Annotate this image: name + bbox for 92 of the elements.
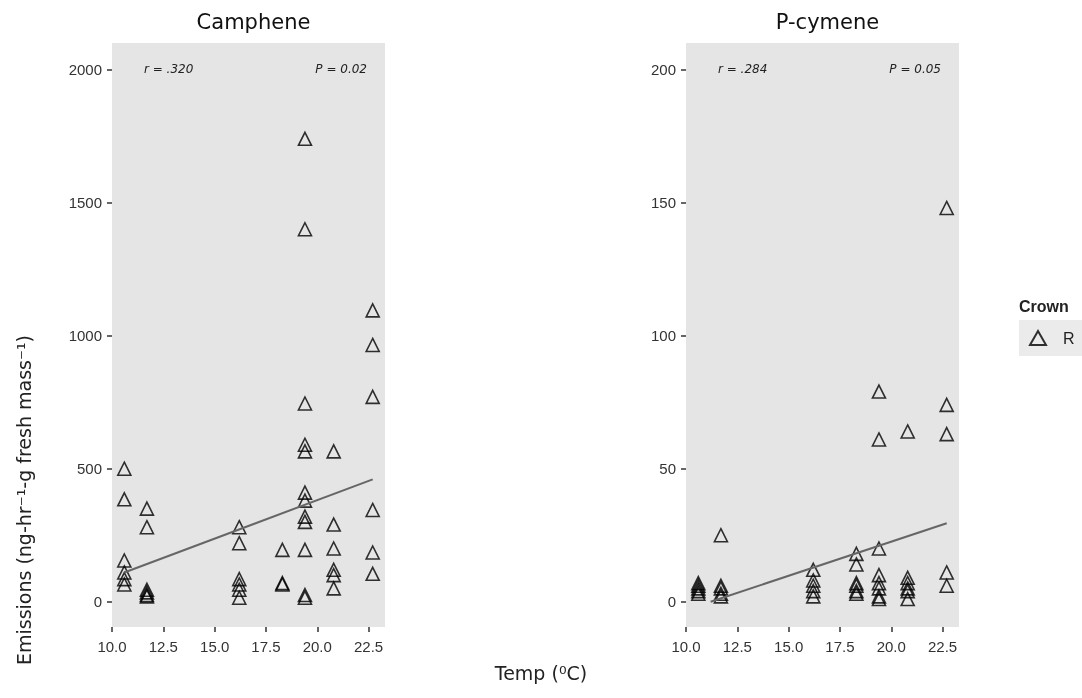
point — [231, 535, 247, 551]
point — [297, 485, 313, 500]
chart-title: P-cymene — [775, 9, 880, 34]
point — [231, 571, 247, 587]
point — [117, 571, 132, 587]
point — [365, 337, 380, 353]
point — [871, 575, 887, 591]
point — [297, 396, 313, 411]
point — [117, 565, 132, 580]
point — [326, 567, 341, 583]
x-tick-label: 10.0 — [97, 638, 127, 655]
annotation: r = .284 — [718, 62, 768, 76]
x-tick-label: 17.5 — [825, 638, 855, 655]
y-tick-label: 1000 — [68, 327, 102, 345]
point — [939, 200, 954, 216]
y-tick-label: 500 — [76, 460, 102, 478]
point — [139, 519, 155, 535]
point — [117, 577, 132, 592]
x-tick-label: 12.5 — [722, 638, 752, 655]
point — [117, 491, 132, 507]
point — [900, 424, 915, 439]
x-tick-label: 20.0 — [876, 638, 906, 655]
annotation: r = .320 — [144, 62, 194, 76]
point — [297, 542, 313, 558]
point — [939, 578, 954, 594]
point — [849, 546, 864, 562]
x-tick-label: 10.0 — [671, 638, 701, 655]
point — [805, 578, 821, 594]
point — [297, 437, 313, 453]
point — [871, 384, 887, 399]
point — [326, 541, 341, 556]
point — [117, 553, 132, 568]
point — [365, 545, 380, 560]
x-axis-title: Temp (⁰C) — [494, 662, 588, 684]
point — [900, 570, 915, 586]
point — [231, 577, 247, 592]
point — [326, 444, 341, 459]
y-axis-title: Emissions (ng-hr⁻¹-g fresh mass⁻¹) — [12, 335, 35, 666]
point — [871, 581, 887, 596]
point — [297, 514, 313, 530]
point — [365, 389, 380, 405]
y-tick-label: 50 — [659, 460, 676, 478]
point — [805, 562, 821, 578]
y-tick-label: 200 — [650, 61, 676, 79]
point — [871, 432, 887, 447]
point — [805, 589, 821, 604]
point — [297, 509, 313, 524]
x-tick-label: 22.5 — [927, 638, 958, 655]
point — [939, 426, 954, 442]
point — [275, 542, 290, 558]
point — [939, 397, 954, 413]
chart-title: Camphene — [196, 9, 311, 34]
point — [900, 575, 915, 591]
point — [805, 583, 821, 599]
point — [871, 541, 887, 556]
y-tick-label: 0 — [667, 593, 676, 611]
point — [871, 567, 887, 583]
point — [231, 519, 247, 535]
point — [365, 502, 380, 518]
point — [900, 591, 915, 607]
x-tick-label: 20.0 — [302, 638, 332, 655]
x-tick-label: 22.5 — [353, 638, 384, 655]
point — [326, 581, 341, 596]
x-tick-label: 15.0 — [200, 638, 230, 655]
x-tick-label: 15.0 — [774, 638, 804, 655]
point — [326, 562, 341, 578]
annotation: P = 0.05 — [889, 62, 941, 76]
point — [231, 590, 247, 606]
point — [139, 501, 155, 516]
point — [297, 493, 313, 508]
point — [849, 557, 864, 572]
annotation: P = 0.02 — [315, 62, 367, 76]
legend-label: R — [1063, 329, 1075, 347]
point — [297, 444, 313, 459]
point — [326, 517, 341, 532]
y-tick-label: 150 — [650, 194, 676, 212]
point — [365, 566, 380, 582]
y-tick-label: 2000 — [68, 61, 102, 79]
y-tick-label: 0 — [93, 593, 102, 611]
y-tick-label: 1500 — [68, 194, 102, 212]
point — [117, 461, 132, 476]
point — [297, 131, 313, 147]
point — [805, 573, 821, 588]
point — [939, 565, 954, 580]
point — [231, 582, 247, 598]
legend-title: Crown — [1019, 297, 1069, 315]
point — [297, 221, 313, 237]
x-tick-label: 17.5 — [251, 638, 281, 655]
x-tick-label: 12.5 — [148, 638, 178, 655]
point — [713, 527, 729, 543]
point — [365, 303, 380, 318]
y-tick-label: 100 — [650, 327, 676, 345]
